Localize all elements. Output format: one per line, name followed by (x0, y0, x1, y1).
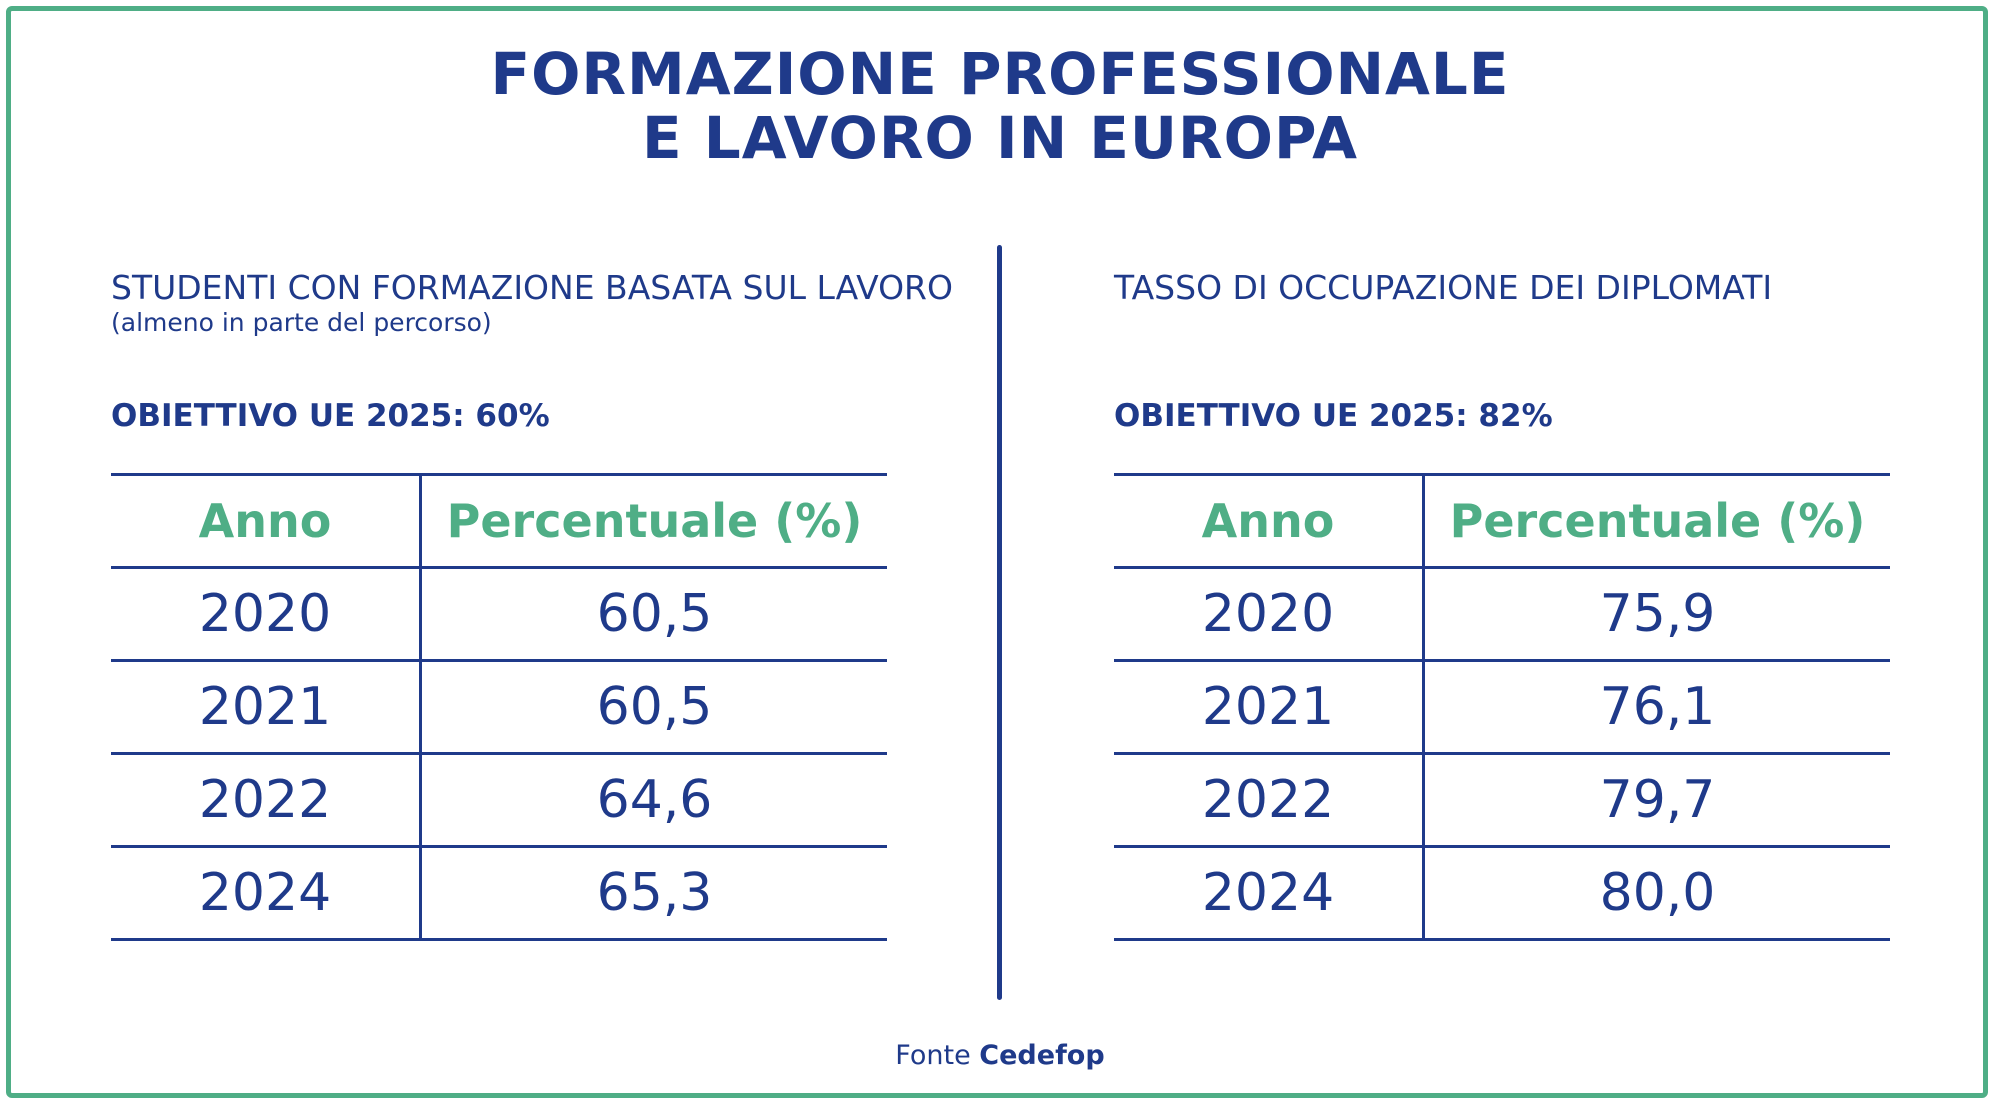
column-header-year: Anno (111, 473, 422, 569)
value-cell: 75,9 (1423, 566, 1890, 662)
value-cell: 76,1 (1423, 659, 1890, 755)
title-line-1: FORMAZIONE PROFESSIONALE (490, 40, 1510, 108)
panel-subtitle: (almeno in parte del percorso) (111, 308, 492, 337)
table-row: 2024 65,3 (111, 845, 887, 941)
value-cell: 64,6 (420, 752, 887, 848)
source-name: Cedefop (979, 1040, 1105, 1071)
panel-work-based-learning: STUDENTI CON FORMAZIONE BASATA SUL LAVOR… (111, 268, 953, 941)
year-cell: 2022 (111, 752, 422, 848)
infographic-frame (6, 6, 1988, 1098)
table-row: 2020 60,5 (111, 566, 887, 662)
table-row: 2020 75,9 (1114, 566, 1890, 662)
table-header-row: Anno Percentuale (%) (111, 473, 887, 569)
table-row: 2021 76,1 (1114, 659, 1890, 755)
source-prefix: Fonte (895, 1040, 971, 1071)
year-cell: 2021 (111, 659, 422, 755)
value-cell: 79,7 (1423, 752, 1890, 848)
panel-subtitle (1114, 308, 1894, 338)
year-cell: 2021 (1114, 659, 1425, 755)
panel-graduate-employment: TASSO DI OCCUPAZIONE DEI DIPLOMATI OBIET… (1114, 268, 1894, 941)
table-row: 2022 64,6 (111, 752, 887, 848)
year-cell: 2024 (111, 845, 422, 941)
value-cell: 80,0 (1423, 845, 1890, 941)
year-cell: 2024 (1114, 845, 1425, 941)
column-header-percentage: Percentuale (%) (1423, 473, 1890, 569)
table-row: 2022 79,7 (1114, 752, 1890, 848)
table-row: 2021 60,5 (111, 659, 887, 755)
title-line-2: E LAVORO IN EUROPA (641, 104, 1359, 172)
eu-target-label: OBIETTIVO UE 2025: 60% (111, 398, 550, 434)
year-cell: 2020 (1114, 566, 1425, 662)
column-header-percentage: Percentuale (%) (420, 473, 887, 569)
eu-target-label: OBIETTIVO UE 2025: 82% (1114, 398, 1553, 434)
table-row: 2024 80,0 (1114, 845, 1890, 941)
panel-title: STUDENTI CON FORMAZIONE BASATA SUL LAVOR… (111, 268, 953, 307)
value-cell: 60,5 (420, 566, 887, 662)
center-divider (997, 245, 1002, 1000)
year-cell: 2020 (111, 566, 422, 662)
value-cell: 65,3 (420, 845, 887, 941)
data-table: Anno Percentuale (%) 2020 60,5 2021 60,5… (111, 473, 887, 941)
year-cell: 2022 (1114, 752, 1425, 848)
data-table: Anno Percentuale (%) 2020 75,9 2021 76,1… (1114, 473, 1890, 941)
source-credit: Fonte Cedefop (0, 1040, 2000, 1071)
value-cell: 60,5 (420, 659, 887, 755)
page-title: FORMAZIONE PROFESSIONALE E LAVORO IN EUR… (0, 42, 2000, 170)
column-header-year: Anno (1114, 473, 1425, 569)
panel-title: TASSO DI OCCUPAZIONE DEI DIPLOMATI (1114, 268, 1773, 307)
table-header-row: Anno Percentuale (%) (1114, 473, 1890, 569)
